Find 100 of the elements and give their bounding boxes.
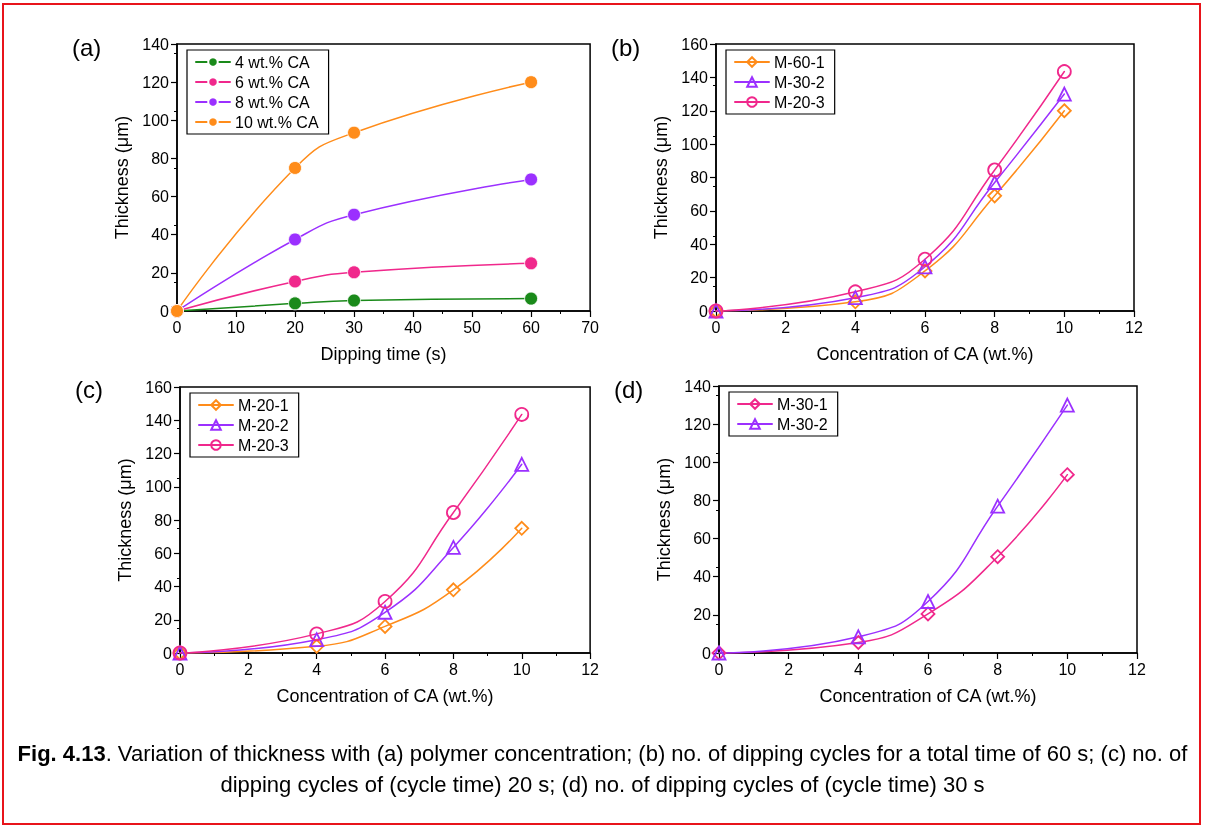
point bbox=[990, 549, 1006, 565]
x-tick-label: 40 bbox=[404, 318, 423, 336]
point bbox=[524, 291, 538, 306]
x-tick-label: 20 bbox=[286, 318, 305, 336]
legend-label: M-30-2 bbox=[777, 415, 828, 433]
x-tick-label: 8 bbox=[990, 318, 1000, 336]
caption: Fig. 4.13 bbox=[17, 741, 106, 766]
x-tick-label: 2 bbox=[243, 660, 253, 678]
y-tick-label: 40 bbox=[690, 235, 709, 253]
point bbox=[1059, 397, 1075, 413]
x-tick-label: 10 bbox=[1058, 660, 1077, 678]
y-tick-label: 20 bbox=[154, 611, 173, 629]
y-tick-label: 0 bbox=[160, 302, 170, 320]
point bbox=[850, 635, 866, 650]
y-tick-label: 120 bbox=[145, 445, 173, 462]
y-axis-title: Thickness (μm) bbox=[654, 457, 674, 582]
x-tick-label: 8 bbox=[448, 660, 458, 678]
y-tick-label: 80 bbox=[154, 511, 173, 529]
point bbox=[309, 626, 325, 642]
legend-label: 4 wt.% CA bbox=[235, 53, 311, 71]
y-tick-label: 160 bbox=[145, 378, 173, 396]
point bbox=[514, 456, 530, 472]
point bbox=[446, 540, 461, 555]
y-tick-label: 160 bbox=[681, 35, 709, 53]
point bbox=[847, 294, 863, 310]
point bbox=[1056, 86, 1072, 102]
x-tick-label: 10 bbox=[1055, 318, 1074, 336]
x-axis-title: Concentration of CA (wt.%) bbox=[276, 686, 494, 706]
y-tick-label: 60 bbox=[693, 530, 712, 548]
x-tick-label: 4 bbox=[850, 318, 860, 336]
y-tick-label: 60 bbox=[151, 188, 170, 206]
point bbox=[288, 274, 302, 289]
y-tick-label: 140 bbox=[681, 68, 709, 86]
point bbox=[377, 619, 393, 634]
point bbox=[524, 172, 538, 187]
point bbox=[446, 582, 461, 598]
y-tick-label: 80 bbox=[693, 491, 712, 509]
point bbox=[920, 594, 936, 609]
chart-title: (a) bbox=[72, 33, 102, 61]
point bbox=[987, 162, 1003, 178]
chart-title: (c) bbox=[75, 375, 103, 403]
x-tick-label: 10 bbox=[512, 660, 531, 678]
y-tick-label: 100 bbox=[145, 478, 173, 496]
point bbox=[990, 498, 1006, 514]
x-tick-label: 30 bbox=[345, 318, 364, 336]
legend-label: M-20-3 bbox=[774, 93, 825, 111]
point bbox=[347, 265, 361, 280]
x-tick-label: 12 bbox=[1128, 660, 1146, 678]
x-tick-label: 0 bbox=[175, 660, 185, 678]
x-tick-label: 0 bbox=[714, 660, 724, 678]
x-axis-title: Dipping time (s) bbox=[320, 344, 447, 364]
y-tick-label: 80 bbox=[151, 149, 170, 167]
y-tick-label: 120 bbox=[142, 73, 170, 91]
x-tick-label: 6 bbox=[923, 660, 933, 678]
point bbox=[850, 629, 866, 645]
point bbox=[920, 606, 936, 622]
x-tick-label: 6 bbox=[920, 318, 930, 336]
y-tick-label: 100 bbox=[681, 135, 709, 153]
y-tick-label: 20 bbox=[151, 264, 170, 282]
y-tick-label: 20 bbox=[693, 606, 712, 624]
y-axis-title: Thickness (μm) bbox=[651, 115, 671, 240]
x-tick-label: 6 bbox=[380, 660, 390, 678]
point bbox=[1056, 64, 1072, 79]
chart-title: (d) bbox=[614, 375, 644, 403]
y-tick-label: 40 bbox=[154, 578, 173, 595]
y-tick-label: 80 bbox=[690, 169, 709, 186]
y-axis-title: Thickness (μm) bbox=[115, 458, 135, 582]
y-tick-label: 40 bbox=[693, 568, 712, 586]
y-tick-label: 140 bbox=[142, 35, 170, 53]
point bbox=[288, 232, 302, 247]
y-axis-title: Thickness (μm) bbox=[112, 115, 132, 240]
y-tick-label: 60 bbox=[154, 544, 173, 562]
x-tick-label: 12 bbox=[1125, 318, 1143, 336]
x-tick-label: 60 bbox=[522, 318, 541, 336]
x-tick-label: 12 bbox=[581, 660, 600, 678]
legend-label: M-60-1 bbox=[774, 53, 825, 71]
legend-label: 10 wt.% CA bbox=[235, 113, 319, 131]
point bbox=[288, 296, 302, 311]
legend-label: M-20-3 bbox=[238, 436, 289, 454]
y-tick-label: 60 bbox=[690, 202, 709, 220]
x-tick-label: 2 bbox=[781, 318, 791, 336]
point bbox=[1056, 103, 1072, 119]
point bbox=[309, 638, 325, 654]
x-axis-title: Concentration of CA (wt.%) bbox=[816, 344, 1034, 364]
legend-label: M-30-1 bbox=[777, 395, 828, 413]
point bbox=[514, 407, 530, 422]
y-tick-label: 100 bbox=[684, 453, 712, 471]
point bbox=[917, 259, 933, 275]
point bbox=[347, 207, 361, 222]
chart-title: (b) bbox=[611, 33, 641, 61]
y-tick-label: 120 bbox=[681, 102, 709, 120]
legend-label: M-20-2 bbox=[238, 416, 289, 434]
point bbox=[347, 125, 361, 140]
x-tick-label: 4 bbox=[853, 660, 863, 678]
point bbox=[987, 175, 1003, 190]
point bbox=[288, 161, 302, 175]
point bbox=[524, 75, 538, 90]
point bbox=[847, 290, 863, 306]
legend-label: M-20-1 bbox=[238, 396, 289, 414]
point bbox=[377, 604, 393, 620]
